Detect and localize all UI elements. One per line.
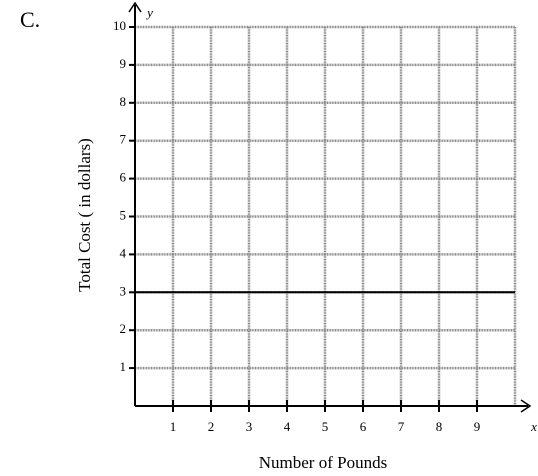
y-tick-label: 8 — [120, 94, 127, 109]
y-tick-label: 5 — [120, 207, 127, 222]
problem-label: C. — [20, 7, 40, 32]
x-axis-arrow — [520, 399, 532, 413]
y-tick-label: 6 — [120, 170, 127, 185]
y-tick-label: 1 — [120, 359, 127, 374]
x-tick-label: 2 — [208, 419, 215, 434]
y-tick-label: 2 — [120, 321, 127, 336]
y-tick-label: 7 — [120, 132, 127, 147]
x-tick-label: 4 — [284, 419, 291, 434]
x-tick-label: 1 — [170, 419, 177, 434]
y-tick-label: 4 — [120, 245, 127, 260]
x-symbol: x — [530, 419, 537, 434]
x-tick-label: 6 — [360, 419, 367, 434]
y-tick-label: 3 — [120, 283, 127, 298]
x-tick-label: 3 — [246, 419, 253, 434]
y-tick-label: 9 — [120, 56, 127, 71]
x-axis-title: Number of Pounds — [259, 453, 387, 472]
y-axis-arrow — [128, 1, 142, 13]
y-axis-title: Total Cost ( in dollars) — [75, 138, 94, 292]
x-tick-label: 5 — [322, 419, 329, 434]
y-symbol: y — [145, 5, 153, 20]
y-tick-label: 10 — [113, 18, 126, 33]
x-tick-label: 7 — [398, 419, 405, 434]
x-tick-label: 9 — [474, 419, 481, 434]
x-tick-label: 8 — [436, 419, 443, 434]
